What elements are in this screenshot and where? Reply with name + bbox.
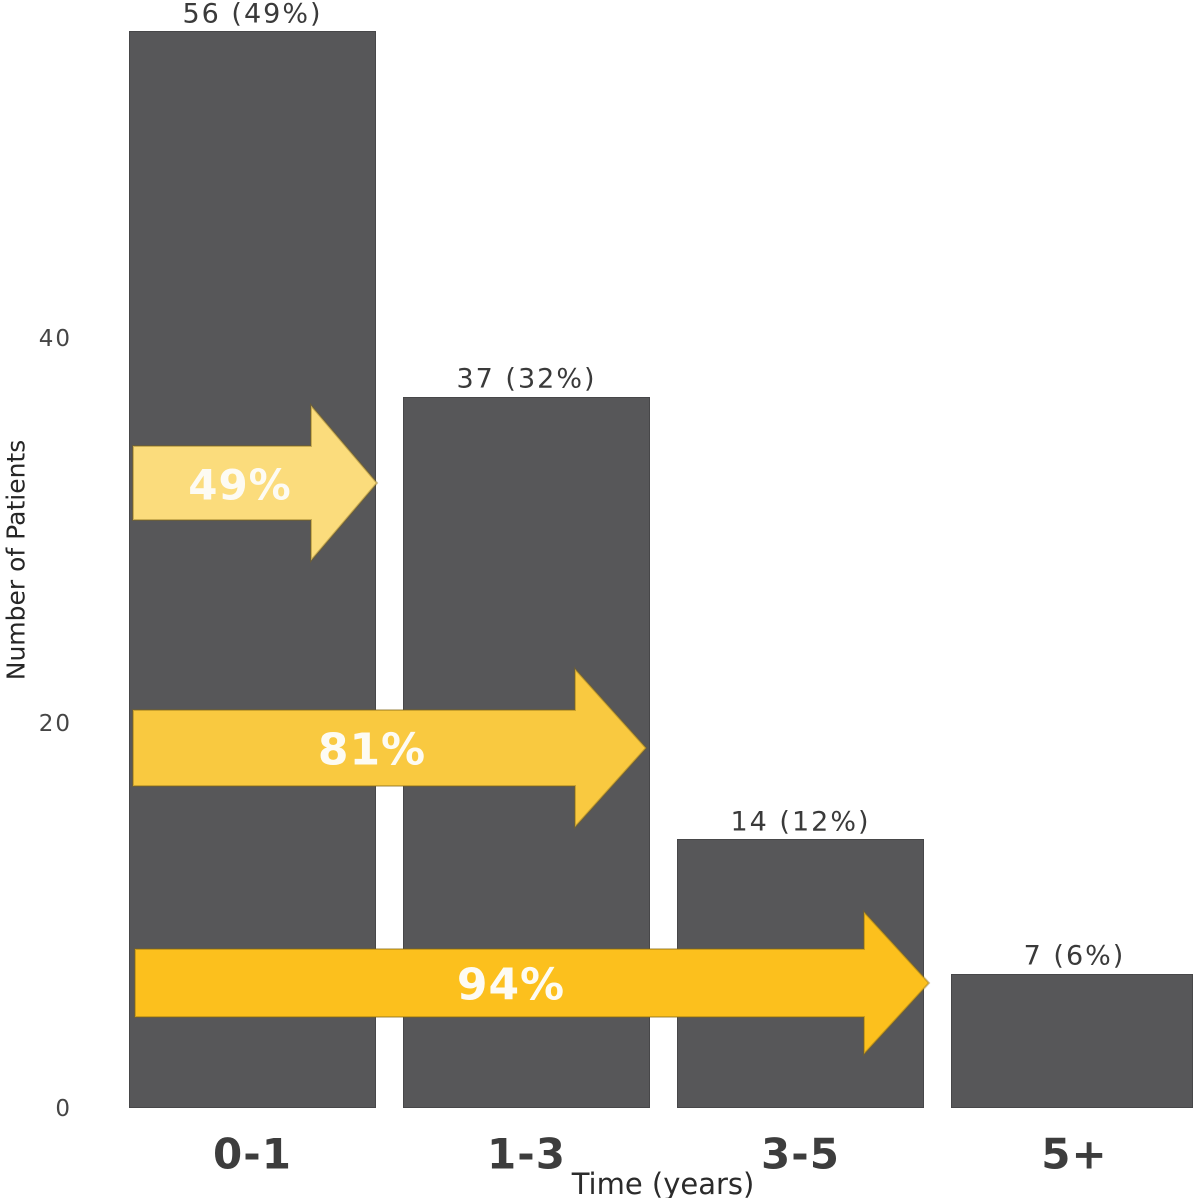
bar-0-1 bbox=[129, 31, 376, 1109]
x-axis-title: Time (years) bbox=[571, 1167, 755, 1198]
x-tick-0-1: 0-1 bbox=[213, 1129, 292, 1179]
bar-value-label-5+: 7 (6%) bbox=[1023, 940, 1126, 972]
y-axis-title: Number of Patients bbox=[1, 439, 31, 681]
bar-value-label-1-3: 37 (32%) bbox=[456, 363, 597, 395]
x-tick-1-3: 1-3 bbox=[487, 1129, 566, 1179]
y-tick-20: 20 bbox=[38, 710, 72, 737]
bar-1-3 bbox=[403, 396, 650, 1109]
y-tick-40: 40 bbox=[38, 325, 72, 352]
bar-3-5 bbox=[677, 839, 924, 1109]
y-tick-0: 0 bbox=[55, 1095, 72, 1122]
x-tick-5+: 5+ bbox=[1041, 1129, 1108, 1179]
bar-5+ bbox=[951, 973, 1193, 1109]
bar-value-label-3-5: 14 (12%) bbox=[730, 806, 871, 838]
x-tick-3-5: 3-5 bbox=[761, 1129, 840, 1179]
bar-value-label-0-1: 56 (49%) bbox=[182, 0, 323, 30]
